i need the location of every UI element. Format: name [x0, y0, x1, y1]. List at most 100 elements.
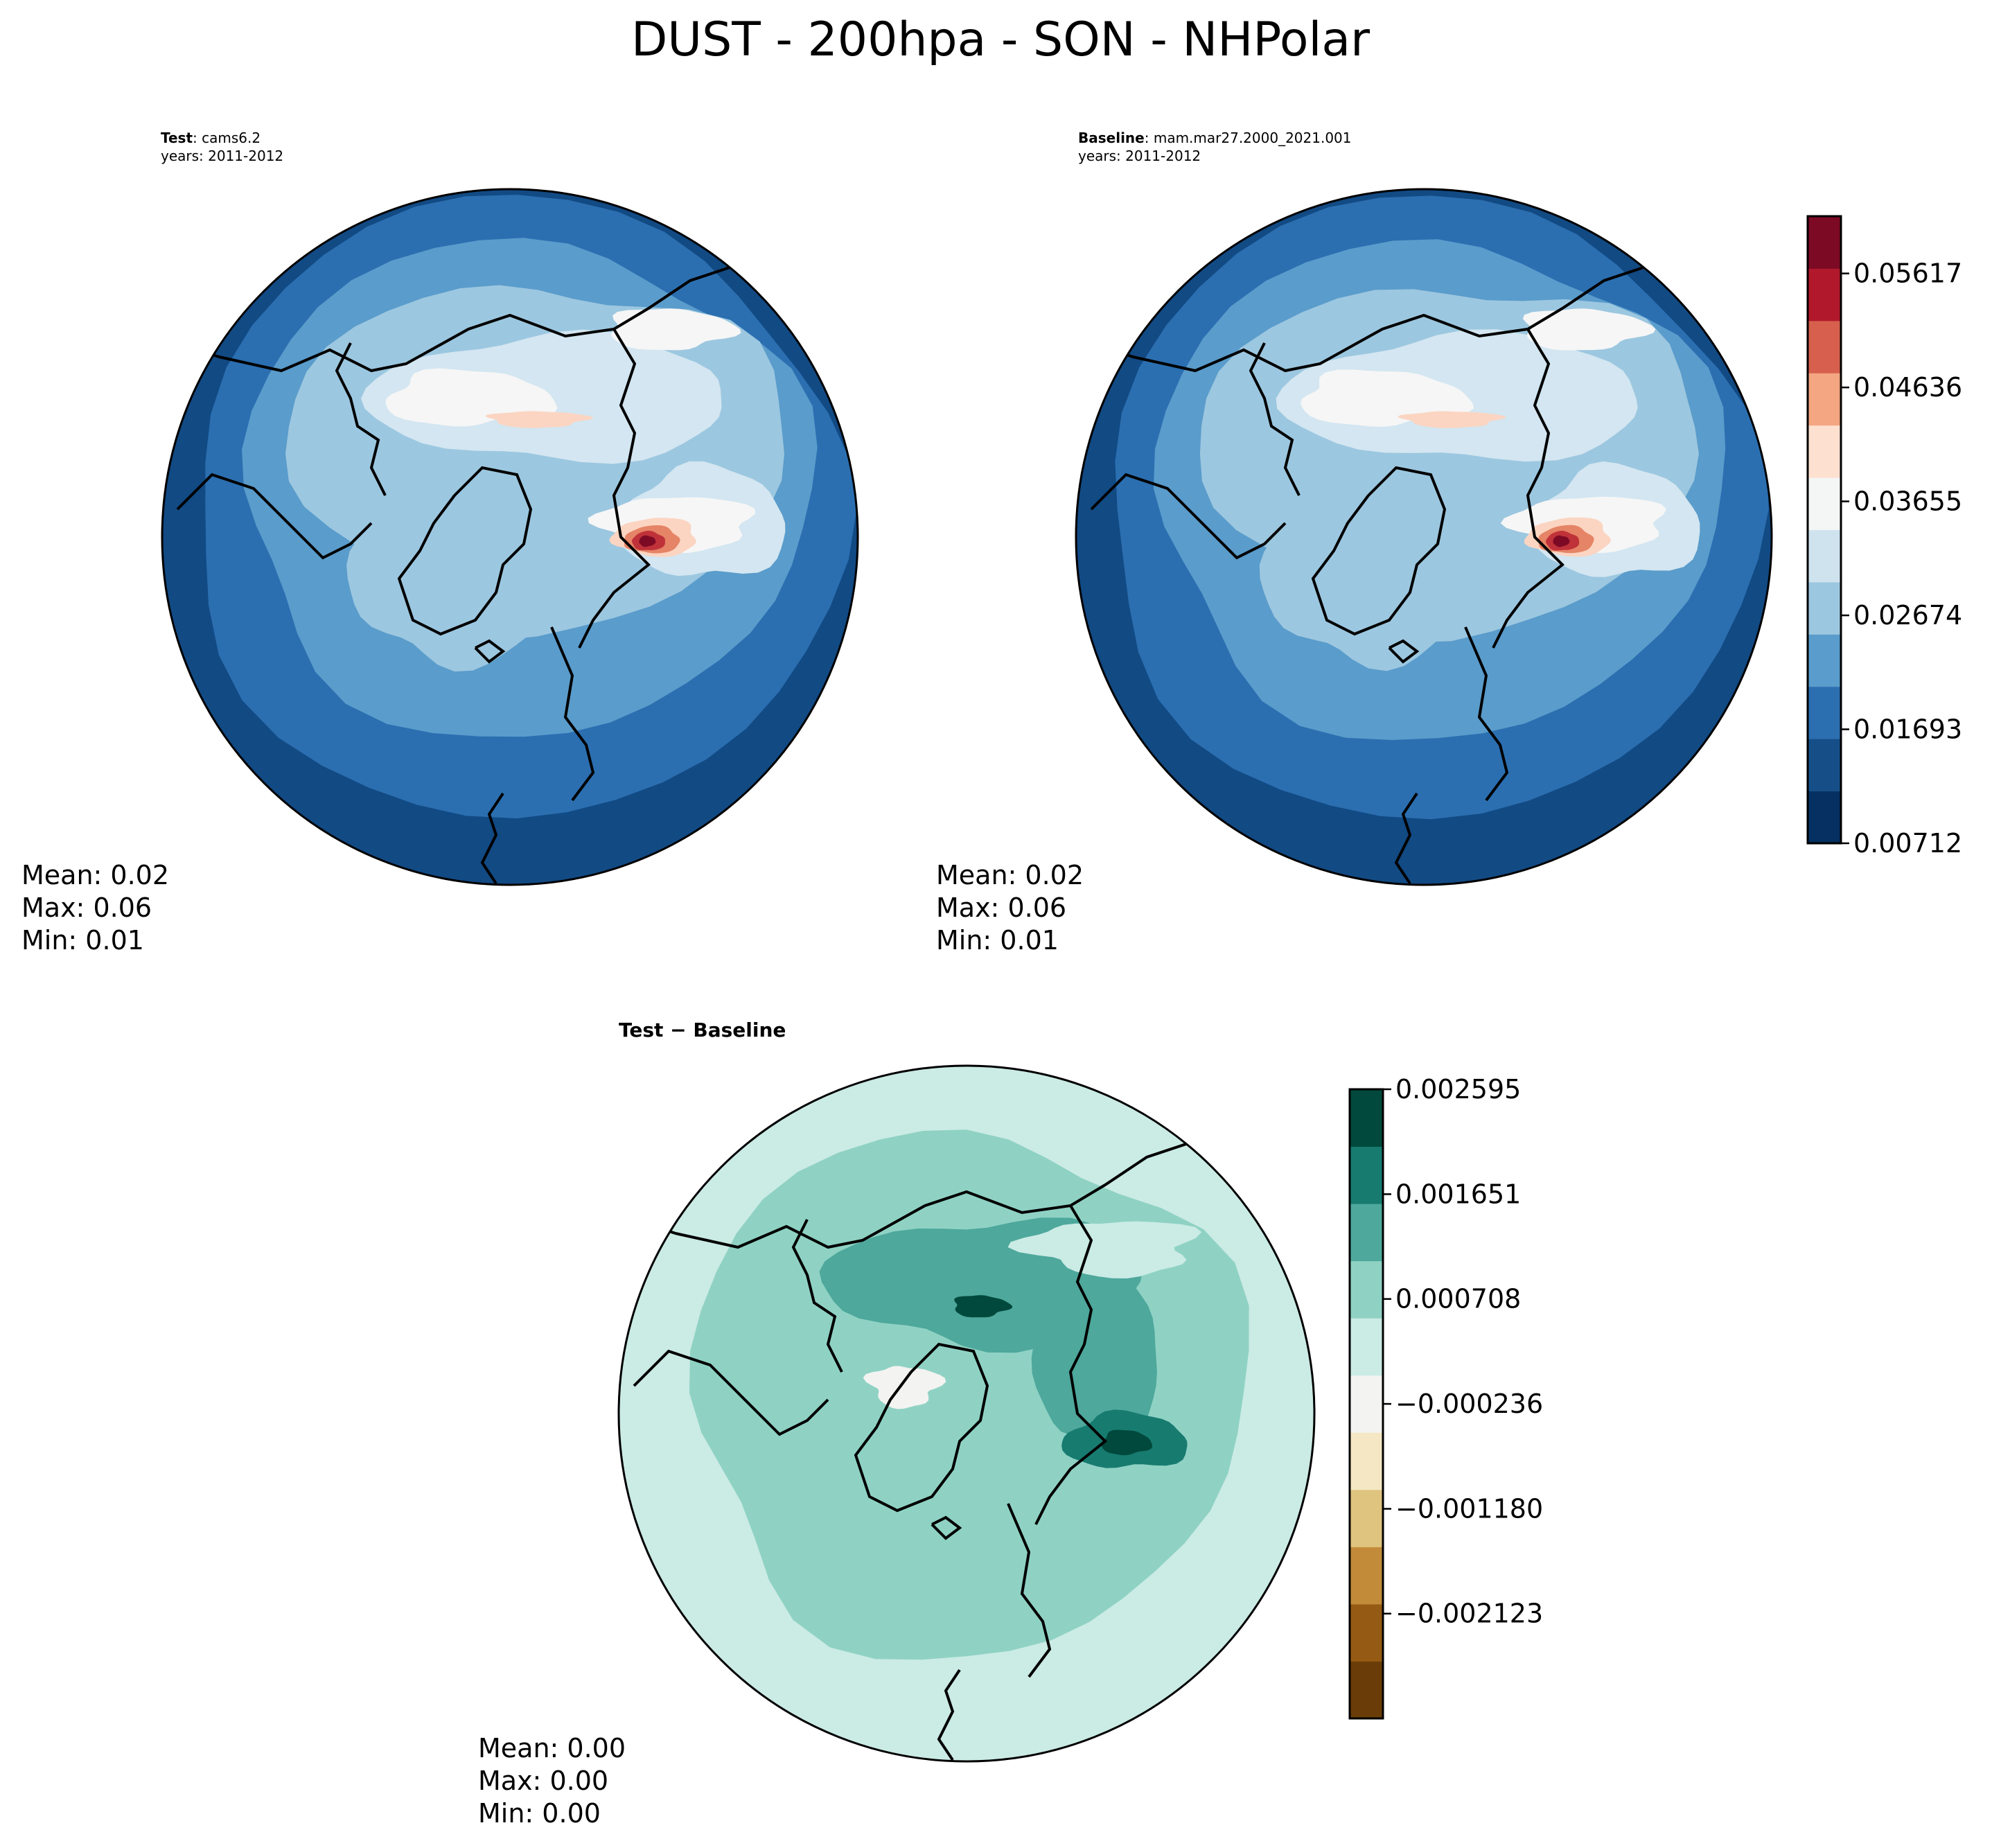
colorbar-tick-label-5: 0.05617	[1853, 258, 1962, 289]
coast-north-america	[1090, 473, 1287, 560]
colorbar-tick-label-3: 0.000708	[1395, 1284, 1521, 1314]
coast-greenland	[1311, 466, 1447, 636]
coast-canadian-archipelago	[335, 342, 387, 496]
diff-map	[619, 1066, 1314, 1761]
coast-iceland	[474, 639, 506, 664]
coast-iceland	[931, 1515, 962, 1540]
test-mean: Mean: 0.02	[21, 860, 170, 890]
colorbar-segment-2	[1808, 686, 1841, 739]
coast-british-isles	[937, 1669, 961, 1761]
diff-level-white	[863, 1366, 946, 1409]
colorbar-segment-9	[1808, 320, 1841, 373]
diff-min: Min: 0.00	[478, 1798, 601, 1829]
baseline-mean: Mean: 0.02	[936, 860, 1084, 890]
colorbar-segment-4	[1350, 1432, 1383, 1490]
baseline-max: Max: 0.06	[936, 892, 1067, 923]
test-field-contours	[162, 189, 858, 885]
colorbar-tick-label-4: 0.04636	[1853, 372, 1962, 403]
coast-scandinavia	[1007, 1503, 1052, 1678]
test-max: Max: 0.06	[21, 892, 152, 923]
diff-level-4	[1101, 1429, 1153, 1456]
coast-british-isles	[480, 792, 504, 885]
colorbar-segment-5	[1350, 1375, 1383, 1433]
diff-level-2-b	[1031, 1255, 1157, 1453]
colorbar-segment-1	[1808, 739, 1841, 792]
diff-mean: Mean: 0.00	[478, 1733, 626, 1763]
colorbar-frame	[1806, 215, 1842, 845]
colorbar-segment-7	[1350, 1260, 1383, 1319]
coast-scandinavia	[550, 626, 595, 802]
coast-scandinavia	[1464, 626, 1509, 802]
colorbar-tick-label-1: 0.01693	[1853, 714, 1962, 745]
diff-field-contours	[619, 1066, 1314, 1761]
colorbar-segment-10	[1808, 268, 1841, 322]
diff-max: Max: 0.00	[478, 1766, 609, 1796]
baseline-years: years: 2011-2012	[1078, 148, 1201, 164]
baseline-panel-title: Baseline: mam.mar27.2000_2021.001 years:…	[1078, 129, 1352, 165]
colorbar-tick-label-4: 0.001651	[1395, 1179, 1521, 1209]
coast-iceland	[1388, 639, 1420, 664]
colorbar-tick-label-2: 0.02674	[1853, 600, 1962, 631]
colorbar-tick-label-0: −0.002123	[1395, 1599, 1543, 1629]
figure-title: DUST - 200hpa - SON - NHPolar	[631, 12, 1370, 67]
baseline-min: Min: 0.01	[936, 925, 1059, 956]
coast-asia-east	[1034, 1204, 1107, 1525]
colorbar-segment-8	[1350, 1204, 1383, 1262]
colorbar-segment-5	[1808, 529, 1841, 583]
colorbar-segment-4	[1808, 581, 1841, 635]
coast-asia-east	[578, 328, 651, 649]
diff-stats: Mean: 0.00 Max: 0.00 Min: 0.00	[478, 1732, 626, 1830]
coast-north-america	[633, 1349, 829, 1436]
baseline-label: Baseline	[1078, 130, 1145, 146]
colorbar-segment-0	[1350, 1661, 1383, 1719]
test-label: Test	[161, 130, 193, 146]
colorbar-segment-1	[1350, 1603, 1383, 1662]
contour-level-3-b	[1259, 491, 1470, 671]
diff-level-4-b	[954, 1295, 1013, 1318]
colorbar-tick-label-1: −0.001180	[1395, 1493, 1543, 1524]
contour-level-5	[385, 368, 558, 427]
baseline-map-boundary	[1075, 188, 1773, 886]
coast-eurasia-north	[218, 258, 753, 373]
coast-canadian-archipelago	[1249, 342, 1301, 496]
colorbar-segment-0	[1808, 791, 1841, 844]
colorbar-segment-10	[1350, 1089, 1383, 1147]
contour-level-6	[485, 411, 594, 428]
colorbar-tick-label-5: 0.002595	[1395, 1074, 1521, 1105]
diff-panel-title: Test − Baseline	[619, 1019, 786, 1041]
colorbar-segment-9	[1350, 1146, 1383, 1204]
coast-greenland	[854, 1342, 989, 1513]
baseline-field-contours	[1076, 189, 1772, 885]
baseline-coastlines	[1090, 258, 1667, 885]
contour-level-6	[1397, 411, 1506, 428]
coast-canadian-archipelago	[791, 1219, 843, 1373]
contour-max-4	[639, 535, 656, 547]
coast-eurasia-north	[1132, 258, 1667, 373]
colorbar-segment-6	[1808, 477, 1841, 530]
coast-asia-east	[1492, 328, 1564, 649]
contour-max-4	[1553, 535, 1570, 547]
diff-level-0-b	[1007, 1221, 1202, 1278]
colorbar-segment-11	[1808, 216, 1841, 269]
coast-eurasia-north	[675, 1135, 1210, 1249]
test-stats: Mean: 0.02 Max: 0.06 Min: 0.01	[21, 859, 169, 957]
diff-colorbar: −0.002123 −0.001180 −0.000236 0.000708 0.001…	[1348, 1074, 1543, 1720]
test-map	[162, 189, 858, 885]
main-colorbar: 0.00712 0.01693 0.02674 0.03655 0.04636 0.056…	[1806, 215, 1962, 859]
test-years: years: 2011-2012	[161, 148, 284, 164]
colorbar-tick-label-0: 0.00712	[1853, 828, 1962, 859]
coast-british-isles	[1394, 792, 1418, 885]
baseline-case-name: : mam.mar27.2000_2021.001	[1144, 130, 1352, 146]
coast-north-america	[176, 473, 373, 560]
contour-level-5-b	[1523, 308, 1656, 351]
colorbar-segment-6	[1350, 1318, 1383, 1376]
baseline-map	[1076, 189, 1772, 885]
contour-level-3-b	[346, 495, 556, 672]
colorbar-segment-2	[1350, 1547, 1383, 1605]
test-case-name: : cams6.2	[193, 130, 261, 146]
contour-level-5-b	[611, 308, 741, 351]
coast-greenland	[397, 466, 533, 636]
colorbar-segment-3	[1350, 1489, 1383, 1547]
colorbar-segment-7	[1808, 425, 1841, 478]
